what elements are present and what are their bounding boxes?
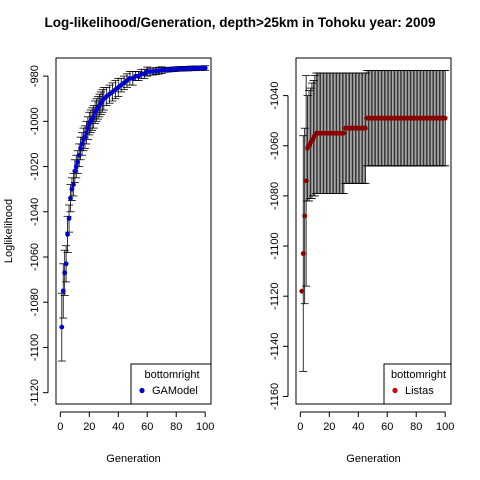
data-points bbox=[299, 115, 448, 294]
legend-marker bbox=[392, 387, 398, 394]
data-point bbox=[303, 178, 309, 184]
data-point bbox=[63, 261, 69, 267]
y-tick-label: -1000 bbox=[29, 107, 41, 135]
data-point bbox=[341, 130, 347, 136]
y-tick-label: -1140 bbox=[269, 333, 281, 360]
left-panel: 0 20 40 60 80 100 -1120 -1100 -1080 -1060 -1040 -10… bbox=[3, 57, 214, 465]
y-tick-label: -1080 bbox=[29, 288, 41, 316]
legend: bottomright GAModel bbox=[130, 363, 212, 405]
data-point bbox=[300, 251, 306, 256]
x-axis-label: Generation bbox=[346, 453, 400, 465]
data-point bbox=[363, 125, 368, 131]
y-tick-label: -1060 bbox=[29, 243, 41, 271]
legend: bottomright Listas bbox=[383, 363, 452, 405]
x-tick-label: 80 bbox=[170, 421, 182, 433]
data-point bbox=[68, 195, 73, 201]
x-tick-label: 60 bbox=[141, 421, 153, 433]
data-point bbox=[73, 164, 79, 169]
data-point bbox=[65, 231, 70, 237]
data-point bbox=[79, 141, 85, 147]
data-point bbox=[69, 186, 75, 192]
legend-title: bottomright bbox=[144, 369, 199, 381]
right-panel: 0 20 40 60 80 100 -1160 -1140 -1120 -1100 -1080 -10… bbox=[269, 57, 454, 465]
y-axis-label: Loglikelihood bbox=[3, 199, 15, 263]
y-tick-label: -1160 bbox=[269, 383, 281, 410]
y-tick-label: -1020 bbox=[29, 152, 41, 180]
y-tick-label: -1100 bbox=[269, 232, 281, 259]
y-tick-label: -1040 bbox=[269, 82, 281, 110]
data-point bbox=[91, 114, 97, 120]
y-tick-label: -1080 bbox=[269, 182, 281, 210]
data-point bbox=[70, 182, 76, 188]
figure-title: Log-likelihood/Generation, depth>25km in… bbox=[45, 15, 436, 30]
legend-entry-label: Listas bbox=[405, 385, 434, 397]
y-tick-label: -1060 bbox=[269, 132, 281, 160]
data-point bbox=[78, 146, 84, 151]
data-point bbox=[442, 115, 448, 121]
data-point bbox=[84, 130, 89, 136]
x-tick-label: 40 bbox=[352, 421, 364, 433]
legend-marker bbox=[139, 387, 145, 394]
legend-entry-label: GAModel bbox=[152, 385, 198, 397]
data-point bbox=[76, 152, 82, 158]
x-tick-label: 20 bbox=[323, 421, 335, 433]
x-tick-label: 80 bbox=[410, 421, 422, 433]
y-tick-label: -1100 bbox=[29, 334, 41, 361]
data-point bbox=[85, 125, 91, 131]
legend-title: bottomright bbox=[391, 369, 446, 381]
data-point bbox=[59, 324, 65, 330]
y-tick-label: -1120 bbox=[29, 379, 41, 406]
legend-box bbox=[383, 363, 452, 405]
x-tick-label: 0 bbox=[57, 421, 63, 433]
data-point bbox=[75, 159, 81, 165]
data-point bbox=[66, 216, 72, 221]
legend-box bbox=[130, 363, 212, 405]
data-point bbox=[60, 288, 66, 294]
data-points bbox=[59, 65, 208, 330]
x-tick-label: 60 bbox=[381, 421, 393, 433]
data-point bbox=[299, 288, 305, 294]
y-tick-label: -1120 bbox=[269, 283, 281, 310]
x-tick-label: 100 bbox=[436, 421, 454, 433]
x-tick-label: 100 bbox=[196, 421, 214, 433]
y-tick-label: -980 bbox=[29, 65, 41, 87]
data-point bbox=[202, 65, 208, 71]
x-tick-label: 40 bbox=[112, 421, 124, 433]
y-tick-label: -1040 bbox=[29, 198, 41, 226]
x-tick-label: 20 bbox=[83, 421, 95, 433]
x-tick-label: 0 bbox=[297, 421, 303, 433]
data-point bbox=[62, 270, 68, 276]
x-axis-label: Generation bbox=[106, 453, 160, 465]
data-point bbox=[302, 213, 308, 219]
plot-frame bbox=[295, 57, 452, 405]
data-point bbox=[72, 168, 78, 174]
data-point bbox=[82, 134, 88, 140]
